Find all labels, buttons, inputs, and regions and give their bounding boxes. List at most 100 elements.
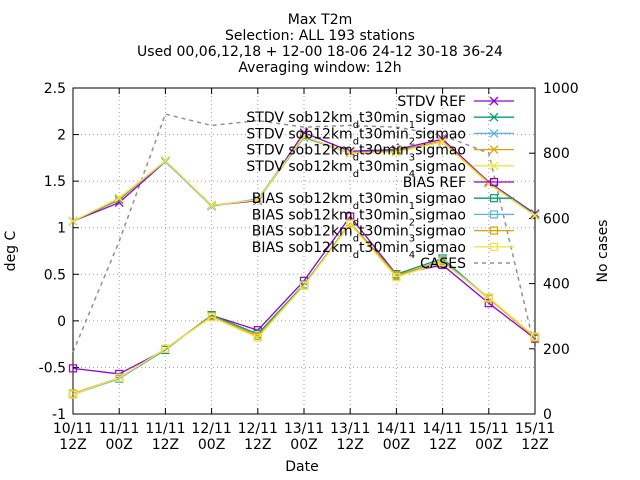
data-point bbox=[345, 146, 355, 156]
legend-marker bbox=[489, 177, 499, 187]
x-axis-title: Date bbox=[285, 459, 318, 475]
data-point bbox=[530, 211, 540, 221]
x-tick-label-date: 11/11 bbox=[99, 421, 139, 437]
x-tick-label-date: 10/11 bbox=[53, 421, 93, 437]
data-point bbox=[299, 131, 309, 141]
legend-marker bbox=[489, 194, 499, 203]
data-point bbox=[160, 156, 170, 166]
chart-title-line-1: Max T2m bbox=[288, 12, 353, 28]
y-axis-title: deg C bbox=[3, 230, 19, 271]
legend-marker bbox=[489, 145, 499, 155]
chart-title: Max T2m Selection: ALL 193 stations Used… bbox=[137, 12, 503, 76]
x-tick-label-hour: 00Z bbox=[198, 437, 225, 453]
data-point bbox=[161, 344, 170, 353]
data-point bbox=[207, 200, 217, 210]
legend-label: BIAS REF bbox=[403, 175, 466, 191]
legend-label: BIAS sob12kmdt30min2sigmao bbox=[252, 207, 466, 228]
legend-label: BIAS sob12kmdt30min3sigmao bbox=[252, 224, 466, 245]
series bbox=[68, 113, 540, 399]
y2-tick-label: 800 bbox=[543, 146, 570, 162]
legend-label: STDV REF bbox=[397, 94, 466, 110]
data-point bbox=[438, 137, 448, 147]
legend-entry: BIAS sob12kmdt30min2sigmao bbox=[252, 207, 514, 228]
series-line bbox=[72, 222, 536, 396]
legend-entry: BIAS REF bbox=[403, 175, 514, 191]
legend-entry: STDV sob12kmdt30min4sigmao bbox=[246, 159, 514, 180]
y-tick-label: 2.5 bbox=[44, 81, 66, 97]
y2-tick-label: 400 bbox=[543, 277, 570, 293]
x-tick-label-hour: 12Z bbox=[521, 437, 548, 453]
data-point bbox=[68, 390, 78, 399]
data-point bbox=[114, 193, 124, 203]
legend-entry: STDV sob12kmdt30min2sigmao bbox=[246, 126, 514, 147]
data-point bbox=[253, 333, 262, 342]
legend-label: STDV sob12kmdt30min2sigmao bbox=[246, 126, 466, 147]
chart-title-line-4: Averaging window: 12h bbox=[238, 60, 401, 76]
data-point bbox=[438, 258, 447, 267]
y-tick-label: 1 bbox=[57, 221, 66, 237]
data-point bbox=[253, 196, 263, 206]
y-tick-label: 0 bbox=[57, 314, 66, 330]
data-point bbox=[391, 146, 401, 156]
x-tick-label-date: 14/11 bbox=[376, 421, 416, 437]
legend-label: STDV sob12kmdt30min4sigmao bbox=[246, 159, 466, 180]
x-tick-label-hour: 12Z bbox=[59, 437, 86, 453]
legend-marker bbox=[489, 128, 499, 138]
legend-entry: STDV sob12kmdt30min1sigmao bbox=[246, 110, 514, 131]
legend-label: STDV sob12kmdt30min3sigmao bbox=[246, 143, 466, 164]
legend-label: BIAS sob12kmdt30min4sigmao bbox=[252, 240, 466, 260]
legend-entry: CASES bbox=[420, 256, 514, 272]
series-5 bbox=[68, 131, 540, 226]
legend-marker bbox=[489, 112, 499, 122]
x-tick-label-hour: 12Z bbox=[244, 437, 271, 453]
data-point bbox=[68, 216, 78, 226]
series-11 bbox=[72, 113, 536, 353]
legend-marker bbox=[489, 96, 499, 106]
data-point bbox=[392, 272, 401, 282]
series-10 bbox=[68, 219, 540, 399]
x-tick-label-date: 14/11 bbox=[422, 421, 462, 437]
data-point bbox=[207, 313, 216, 322]
x-tick-label-hour: 00Z bbox=[475, 437, 502, 453]
legend-entry: STDV sob12kmdt30min3sigmao bbox=[246, 143, 514, 164]
x-tick-label-date: 12/11 bbox=[191, 421, 231, 437]
x-tick-label-date: 11/11 bbox=[145, 421, 185, 437]
x-tick-label-hour: 12Z bbox=[429, 437, 456, 453]
data-point bbox=[530, 209, 540, 219]
data-point bbox=[484, 299, 493, 308]
data-point bbox=[391, 145, 401, 155]
legend-label: STDV sob12kmdt30min1sigmao bbox=[246, 110, 466, 131]
data-point bbox=[253, 195, 263, 205]
chart-title-line-3: Used 00,06,12,18 + 12-00 18-06 24-12 30-… bbox=[137, 44, 503, 60]
y2-tick-label: 600 bbox=[543, 211, 570, 227]
x-tick-label-date: 15/11 bbox=[515, 421, 555, 437]
x-tick-label-date: 13/11 bbox=[330, 421, 370, 437]
x-tick-label-hour: 12Z bbox=[336, 437, 363, 453]
legend-marker bbox=[489, 226, 499, 235]
y-tick-label: 2 bbox=[57, 128, 66, 144]
x-tick-label-hour: 12Z bbox=[152, 437, 179, 453]
x-tick-label-date: 15/11 bbox=[469, 421, 509, 437]
legend-entry: BIAS sob12kmdt30min4sigmao bbox=[252, 240, 514, 260]
data-point bbox=[530, 210, 540, 220]
data-point bbox=[530, 332, 540, 341]
x-tick-label-hour: 00Z bbox=[383, 437, 410, 453]
axes: -1-0.500.511.522.510/1112Z11/1100Z11/111… bbox=[39, 81, 579, 453]
legend-marker bbox=[489, 242, 499, 251]
legend-entry: STDV REF bbox=[397, 94, 514, 110]
x-tick-label-hour: 00Z bbox=[290, 437, 317, 453]
chart-title-line-2: Selection: ALL 193 stations bbox=[225, 28, 415, 44]
data-point bbox=[484, 293, 493, 302]
y2-tick-label: 1000 bbox=[543, 81, 579, 97]
legend-marker bbox=[489, 210, 499, 219]
y2-tick-label: 200 bbox=[543, 342, 570, 358]
legend-entry: BIAS sob12kmdt30min3sigmao bbox=[252, 224, 514, 245]
x-tick-label-date: 12/11 bbox=[238, 421, 278, 437]
series-line bbox=[72, 113, 536, 353]
y2-tick-label: 0 bbox=[543, 407, 552, 423]
y-tick-label: 0.5 bbox=[44, 267, 66, 283]
data-point bbox=[299, 281, 309, 290]
y-tick-label: -1 bbox=[52, 407, 66, 423]
